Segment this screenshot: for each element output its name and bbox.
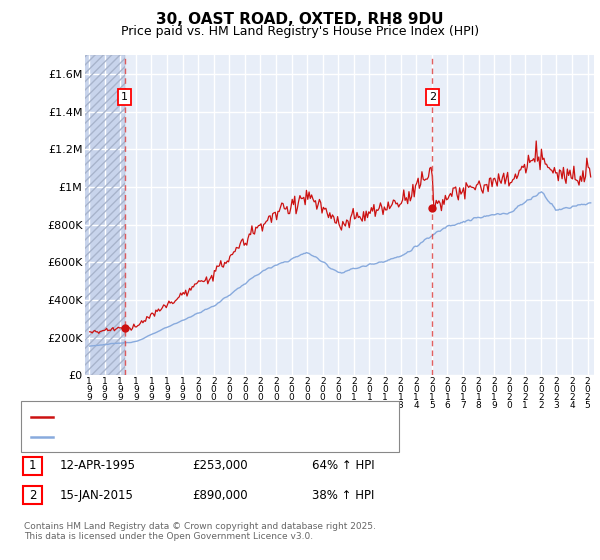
Text: 1: 1 (29, 459, 36, 473)
Bar (80, 55, 125, 375)
Text: £890,000: £890,000 (192, 488, 248, 502)
Text: 1: 1 (121, 92, 128, 102)
Text: 15-JAN-2015: 15-JAN-2015 (60, 488, 134, 502)
Text: 12-APR-1995: 12-APR-1995 (60, 459, 136, 473)
Text: 2: 2 (29, 488, 36, 502)
Text: 30, OAST ROAD, OXTED, RH8 9DU (detached house): 30, OAST ROAD, OXTED, RH8 9DU (detached … (57, 412, 348, 422)
Text: 64% ↑ HPI: 64% ↑ HPI (312, 459, 374, 473)
Text: 2: 2 (429, 92, 436, 102)
Text: £253,000: £253,000 (192, 459, 248, 473)
Text: Price paid vs. HM Land Registry's House Price Index (HPI): Price paid vs. HM Land Registry's House … (121, 25, 479, 38)
Text: Contains HM Land Registry data © Crown copyright and database right 2025.
This d: Contains HM Land Registry data © Crown c… (24, 522, 376, 542)
Text: 30, OAST ROAD, OXTED, RH8 9DU: 30, OAST ROAD, OXTED, RH8 9DU (156, 12, 444, 27)
Text: HPI: Average price, detached house, Tandridge: HPI: Average price, detached house, Tand… (57, 432, 318, 442)
Bar (80, 55, 125, 375)
Text: 38% ↑ HPI: 38% ↑ HPI (312, 488, 374, 502)
